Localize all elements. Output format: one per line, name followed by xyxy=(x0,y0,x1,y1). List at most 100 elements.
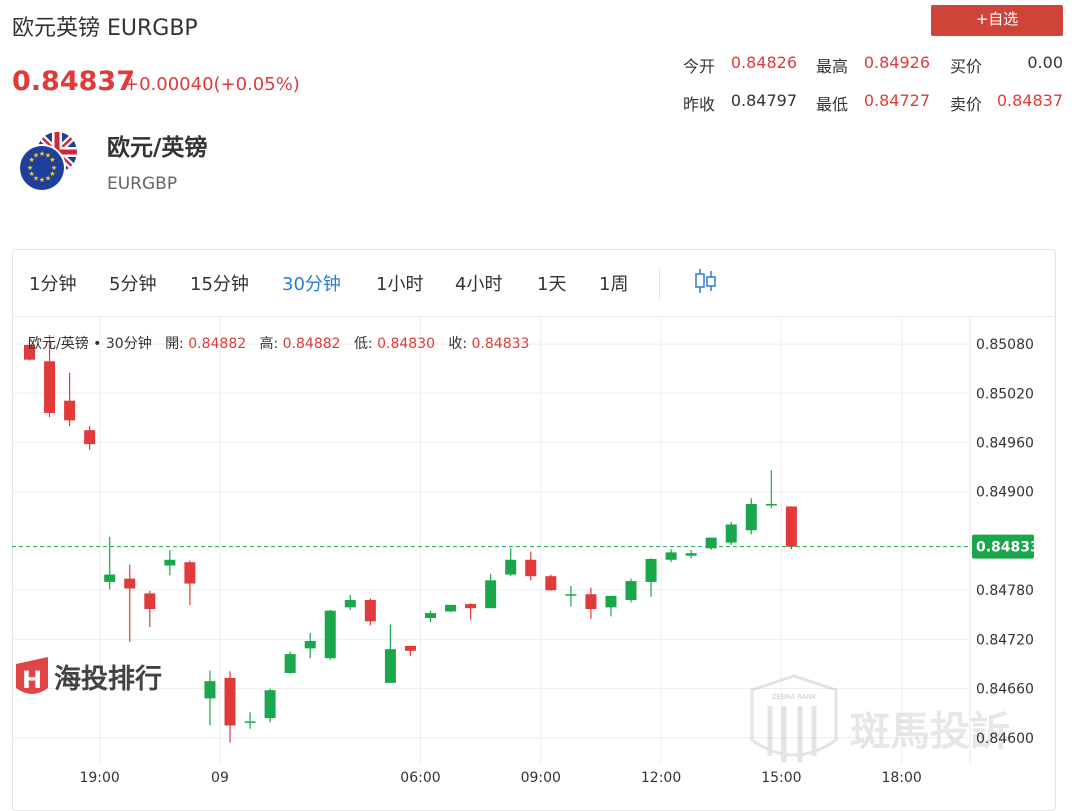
candle xyxy=(505,548,517,577)
candle xyxy=(785,506,797,550)
x-tick-label: 15:00 xyxy=(761,770,801,786)
tab-1min[interactable]: 1分钟 xyxy=(29,274,77,295)
candle xyxy=(525,551,537,581)
candle xyxy=(124,564,136,642)
candlestick-chart[interactable]: H 海投排行 ZEBRA RANK 斑馬投訴 0.85080 0.85020 0.8… xyxy=(0,0,1072,789)
watermark-left-logo: H xyxy=(16,657,48,694)
bid-value: 0.00 xyxy=(1027,53,1063,72)
candle xyxy=(164,549,176,576)
candle-body xyxy=(765,504,777,506)
svg-text:★: ★ xyxy=(28,156,34,164)
watermark-left-text: 海投排行 xyxy=(54,663,162,695)
low-label: 最低 xyxy=(816,95,849,114)
candle xyxy=(445,604,457,613)
candle-body xyxy=(304,640,316,649)
candle xyxy=(565,586,577,607)
ohlc-open: 0.84882 xyxy=(188,336,247,352)
candle xyxy=(284,651,296,674)
watermark-right-text: 斑馬投訴 xyxy=(850,709,1010,755)
tab-1hour[interactable]: 1小时 xyxy=(376,274,424,295)
candle-body xyxy=(625,581,637,600)
svg-text:H: H xyxy=(22,666,42,694)
candle-body xyxy=(204,681,216,699)
svg-text:★: ★ xyxy=(45,174,51,182)
candle xyxy=(645,558,657,597)
x-tick-label: 06:00 xyxy=(400,770,440,786)
toolbar-separator xyxy=(659,268,660,300)
svg-text:★: ★ xyxy=(39,176,45,184)
candle xyxy=(625,578,637,603)
candle-body xyxy=(24,344,35,360)
ohlc-open-label: 開: xyxy=(165,336,184,352)
svg-text:★: ★ xyxy=(27,164,33,172)
open-label: 今开 xyxy=(683,57,716,76)
candle-body xyxy=(545,576,557,591)
svg-text:★: ★ xyxy=(45,152,51,160)
last-price-label: 0.84833 xyxy=(976,540,1040,556)
candle-body xyxy=(705,537,717,549)
y-tick-label: 0.85080 xyxy=(976,337,1034,353)
svg-text:★: ★ xyxy=(33,174,39,182)
prev-close-value: 0.84797 xyxy=(730,91,797,110)
y-tick-label: 0.84900 xyxy=(976,485,1034,501)
high-value: 0.84926 xyxy=(863,53,930,72)
candle-body xyxy=(144,593,156,609)
candle-body xyxy=(785,506,797,547)
tab-15min[interactable]: 15分钟 xyxy=(190,274,249,295)
candle xyxy=(685,549,697,559)
tab-4hour[interactable]: 4小时 xyxy=(455,274,503,295)
prev-close-label: 昨收 xyxy=(683,95,716,114)
candle xyxy=(144,590,156,628)
candle xyxy=(765,470,777,509)
candle-body xyxy=(264,690,276,719)
candle-body xyxy=(585,594,597,609)
candle xyxy=(425,610,436,623)
y-tick-label: 0.84660 xyxy=(976,682,1034,698)
pair-code: EURGBP xyxy=(107,174,178,194)
candle-body xyxy=(425,613,436,619)
candle xyxy=(224,671,236,743)
add-to-watchlist-button[interactable]: +自选 xyxy=(931,5,1063,36)
candle-body xyxy=(445,604,457,612)
candle-body xyxy=(404,645,416,651)
tab-30min[interactable]: 30分钟 xyxy=(282,274,341,295)
candle-body xyxy=(104,574,116,582)
candle xyxy=(705,537,717,550)
bid-label: 买价 xyxy=(950,57,983,76)
candle-body xyxy=(84,430,96,445)
ohlc-low: 0.84830 xyxy=(377,336,436,352)
x-tick-label: 09 xyxy=(211,770,229,786)
svg-text:★: ★ xyxy=(28,170,34,178)
candle-body xyxy=(384,649,396,683)
candle-body xyxy=(525,559,537,577)
toolbar-divider xyxy=(12,316,1054,317)
eu-uk-flag-icon: ★ ★ ★ ★ ★ ★ ★ ★ ★ ★ ★ ★ xyxy=(16,130,80,194)
candle xyxy=(605,595,617,617)
candle xyxy=(665,549,677,563)
candle xyxy=(264,688,276,723)
ohlc-close-label: 收: xyxy=(448,336,468,352)
candle xyxy=(324,609,336,660)
candle xyxy=(545,574,557,591)
candle-body xyxy=(645,558,657,582)
ohlc-high-label: 高: xyxy=(259,336,279,352)
ohlc-readout: 欧元/英镑 • 30分钟 開: 0.84882 高: 0.84882 低: 0.… xyxy=(28,333,529,353)
candle-body xyxy=(665,552,677,560)
y-tick-label: 0.84600 xyxy=(976,731,1034,747)
candle xyxy=(304,632,316,659)
y-tick-label: 0.84720 xyxy=(976,632,1034,648)
candle xyxy=(44,335,56,418)
candle-body xyxy=(324,610,336,659)
candle xyxy=(485,573,497,609)
tab-1day[interactable]: 1天 xyxy=(537,274,567,295)
candle-body xyxy=(224,677,236,726)
tab-1week[interactable]: 1周 xyxy=(599,274,629,295)
candle xyxy=(84,426,96,450)
candle-body xyxy=(364,599,376,622)
price-change: +0.00040(+0.05%) xyxy=(124,74,300,95)
candlestick-type-icon[interactable] xyxy=(694,268,718,294)
tab-5min[interactable]: 5分钟 xyxy=(109,274,157,295)
open-value: 0.84826 xyxy=(730,53,797,72)
candle-body xyxy=(565,594,577,596)
candle xyxy=(24,338,35,361)
